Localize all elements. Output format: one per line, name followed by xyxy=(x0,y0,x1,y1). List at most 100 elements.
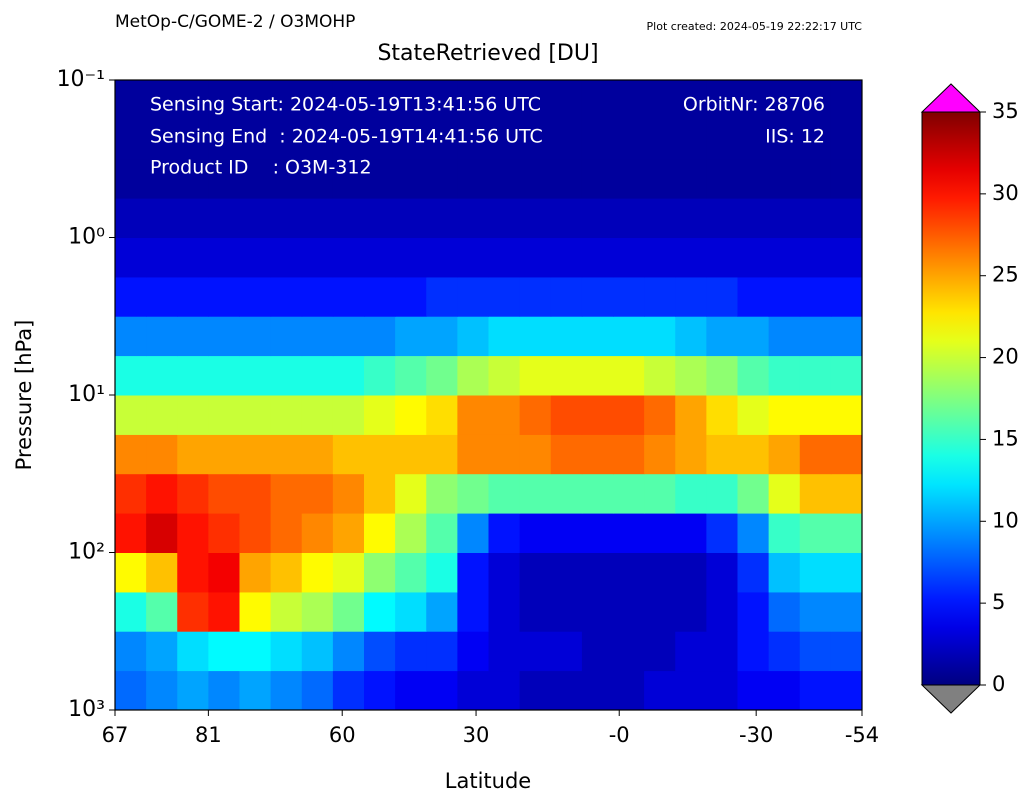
heat-cell xyxy=(581,316,614,357)
heat-cell xyxy=(270,670,303,711)
heat-cell xyxy=(270,198,303,238)
heat-cell xyxy=(830,670,863,711)
heat-cell xyxy=(706,434,738,475)
heat-cell xyxy=(488,355,521,396)
heat-cell xyxy=(706,316,738,357)
heat-cell xyxy=(581,670,614,711)
heat-cell xyxy=(301,80,334,120)
colorbar-tick-label: 10 xyxy=(992,508,1019,532)
heat-cell xyxy=(239,473,272,514)
heat-cell xyxy=(177,198,209,238)
heat-cell xyxy=(488,158,521,199)
heat-cell xyxy=(239,276,272,317)
heat-cell xyxy=(146,276,178,317)
heat-cell xyxy=(332,316,365,357)
heat-cell xyxy=(519,513,552,553)
heat-cell xyxy=(364,395,396,435)
heat-cell xyxy=(706,552,738,593)
heat-cell xyxy=(395,552,427,593)
heat-cell xyxy=(675,158,707,199)
heat-cell xyxy=(301,355,334,396)
heat-cell xyxy=(706,276,738,317)
heat-cell xyxy=(239,237,272,278)
heat-cell xyxy=(675,591,707,632)
heat-cell xyxy=(519,670,552,711)
heat-cell xyxy=(208,276,240,317)
heat-cell xyxy=(799,395,832,435)
y-tick-label: 10⁰ xyxy=(68,225,105,250)
heat-cell xyxy=(799,158,832,199)
heat-cell xyxy=(581,198,614,238)
heat-cell xyxy=(488,631,521,672)
heat-cell xyxy=(644,552,676,593)
heat-cell xyxy=(550,80,583,120)
heat-cell xyxy=(364,631,396,672)
heat-cell xyxy=(768,631,801,672)
heat-cell xyxy=(457,158,489,199)
heat-cell xyxy=(519,276,552,317)
heat-cell xyxy=(488,670,521,711)
heat-cell xyxy=(332,198,365,238)
heat-cell xyxy=(519,395,552,435)
heat-cell xyxy=(706,198,738,238)
heat-cell xyxy=(457,473,489,514)
heat-cell xyxy=(301,237,334,278)
heat-cell xyxy=(488,434,521,475)
heat-cell xyxy=(457,80,489,120)
heat-cell xyxy=(364,670,396,711)
heat-cell xyxy=(270,119,303,160)
heat-cell xyxy=(644,670,676,711)
heat-cell xyxy=(332,591,365,632)
heat-cell xyxy=(581,631,614,672)
heat-cell xyxy=(239,198,272,238)
heat-cell xyxy=(581,513,614,553)
heat-cell xyxy=(519,158,552,199)
heat-cell xyxy=(146,119,178,160)
heat-cell xyxy=(115,513,147,553)
heat-cell xyxy=(457,591,489,632)
heat-cell xyxy=(146,80,178,120)
heat-cell xyxy=(581,237,614,278)
heat-cell xyxy=(208,631,240,672)
heat-cell xyxy=(146,198,178,238)
heat-cell xyxy=(364,473,396,514)
heat-cell xyxy=(706,670,738,711)
heat-cell xyxy=(395,434,427,475)
heat-cell xyxy=(644,434,676,475)
heat-cell xyxy=(208,119,240,160)
heat-cell xyxy=(799,276,832,317)
heat-cell xyxy=(332,631,365,672)
heat-cell xyxy=(177,395,209,435)
heat-cell xyxy=(395,473,427,514)
heat-cell xyxy=(457,316,489,357)
heat-cell xyxy=(613,434,645,475)
annotation: Sensing Start: 2024-05-19T13:41:56 UTC xyxy=(150,94,541,116)
heat-cell xyxy=(550,670,583,711)
heat-cell xyxy=(613,513,645,553)
heat-cell xyxy=(301,276,334,317)
heat-cell xyxy=(613,395,645,435)
heat-cell xyxy=(115,631,147,672)
heat-cell xyxy=(799,198,832,238)
heat-cell xyxy=(581,591,614,632)
heat-cell xyxy=(644,591,676,632)
heat-cell xyxy=(332,119,365,160)
heat-cell xyxy=(737,237,770,278)
heat-cell xyxy=(177,158,209,199)
heat-cell xyxy=(177,80,209,120)
x-tick-label: -30 xyxy=(739,723,773,747)
heat-cell xyxy=(581,80,614,120)
heat-cell xyxy=(613,670,645,711)
heat-cell xyxy=(115,591,147,632)
heat-cell xyxy=(239,552,272,593)
heat-cell xyxy=(301,316,334,357)
heat-cell xyxy=(208,158,240,199)
heat-cell xyxy=(768,513,801,553)
heat-cell xyxy=(239,434,272,475)
heat-cell xyxy=(332,158,365,199)
heat-cell xyxy=(675,434,707,475)
heat-cell xyxy=(613,355,645,396)
y-tick-label: 10³ xyxy=(68,697,105,722)
heat-cell xyxy=(768,119,801,160)
heat-cell xyxy=(550,158,583,199)
